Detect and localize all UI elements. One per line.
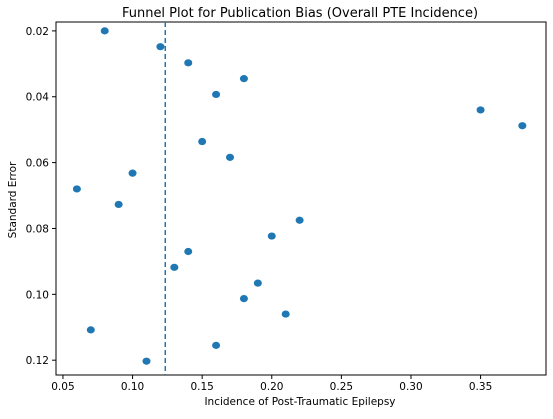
x-tick-label: 0.05: [51, 381, 74, 393]
scatter-point: [86, 326, 95, 334]
scatter-point: [184, 59, 193, 67]
chart-title: Funnel Plot for Publication Bias (Overal…: [122, 6, 478, 21]
x-tick-label: 0.30: [399, 381, 422, 393]
scatter-point: [198, 137, 207, 146]
scatter-point: [212, 90, 221, 99]
x-tick-label: 0.15: [190, 381, 213, 393]
x-axis-label: Incidence of Post-Traumatic Epilepsy: [204, 396, 395, 408]
scatter-point: [128, 169, 137, 177]
y-tick-label: 0.06: [26, 158, 50, 170]
x-tick-label: 0.10: [121, 381, 144, 393]
y-axis-label: Standard Error: [7, 161, 19, 238]
x-tick-label: 0.20: [260, 381, 283, 393]
scatter-point: [212, 341, 221, 349]
scatter-point: [295, 216, 304, 224]
scatter-point: [226, 153, 235, 161]
y-tick-label: 0.04: [26, 92, 50, 104]
scatter-point: [267, 232, 276, 240]
scatter-point: [281, 310, 290, 318]
y-tick-label: 0.02: [26, 26, 49, 38]
scatter-point: [72, 185, 81, 193]
y-tick-label: 0.12: [26, 355, 49, 367]
plot-area-frame: [55, 21, 547, 376]
scatter-point: [239, 295, 248, 303]
scatter-point: [476, 106, 485, 114]
scatter-point: [156, 43, 165, 51]
scatter-point: [114, 200, 123, 209]
scatter-point: [100, 27, 109, 35]
scatter-point: [184, 247, 193, 256]
scatter-point: [142, 357, 151, 365]
y-tick-label: 0.08: [26, 223, 49, 235]
scatter-point: [518, 122, 527, 130]
scatter-point: [170, 263, 179, 271]
x-tick-label: 0.35: [469, 381, 492, 393]
x-tick-label: 0.25: [330, 381, 353, 393]
scatter-point: [253, 279, 262, 287]
y-tick-label: 0.10: [26, 289, 49, 301]
scatter-point: [239, 75, 248, 83]
